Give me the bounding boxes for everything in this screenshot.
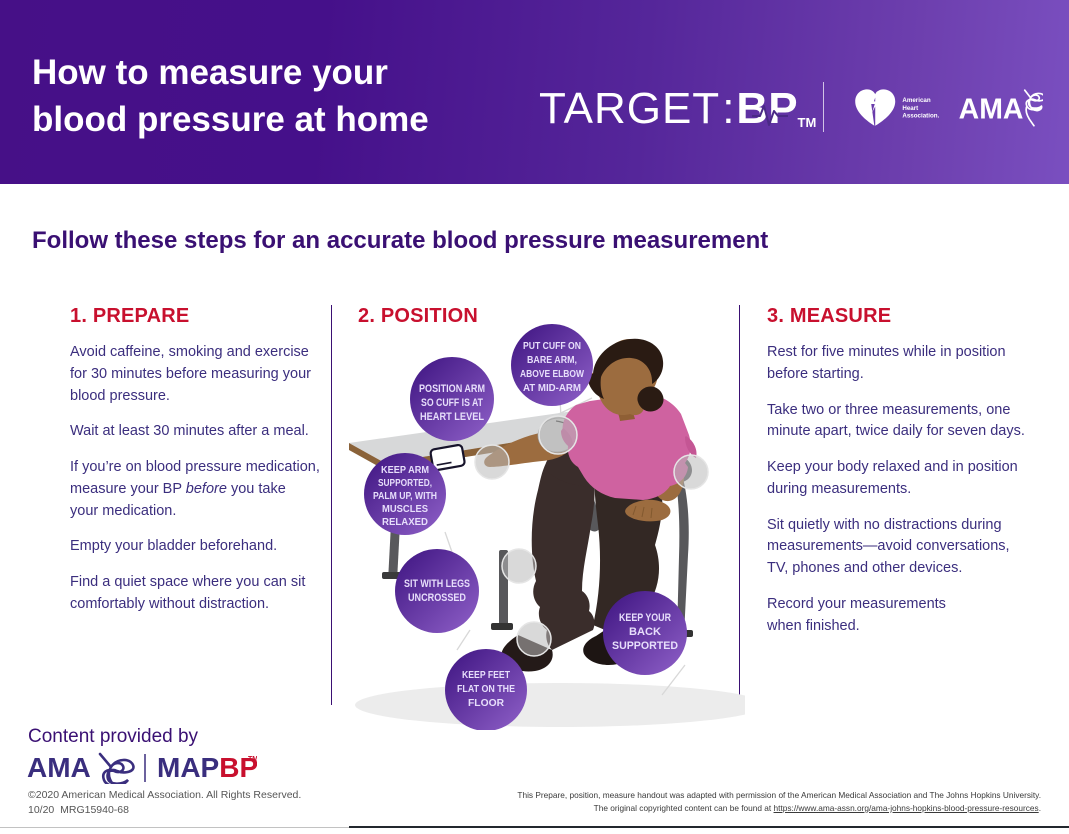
svg-text:KEEP ARM: KEEP ARM bbox=[381, 465, 429, 476]
svg-text:PALM UP, WITH: PALM UP, WITH bbox=[373, 491, 437, 502]
svg-text:TM: TM bbox=[248, 756, 257, 763]
svg-text:POSITION ARM: POSITION ARM bbox=[419, 383, 485, 395]
svg-text:AMA: AMA bbox=[27, 752, 91, 783]
svg-text:American: American bbox=[902, 97, 931, 104]
svg-text:UNCROSSED: UNCROSSED bbox=[408, 592, 466, 604]
svg-text:HEART LEVEL: HEART LEVEL bbox=[420, 411, 484, 423]
svg-text:KEEP FEET: KEEP FEET bbox=[462, 669, 510, 681]
svg-text:FLOOR: FLOOR bbox=[468, 697, 504, 709]
svg-text:MAPBP: MAPBP bbox=[157, 752, 257, 783]
svg-text:SO CUFF IS AT: SO CUFF IS AT bbox=[421, 397, 483, 409]
svg-text:FLAT ON THE: FLAT ON THE bbox=[457, 683, 515, 695]
svg-text:Association.: Association. bbox=[902, 112, 939, 119]
svg-text:SUPPORTED,: SUPPORTED, bbox=[378, 478, 432, 489]
svg-text:MUSCLES: MUSCLES bbox=[382, 504, 428, 515]
svg-text:RELAXED: RELAXED bbox=[382, 517, 428, 528]
svg-text:BACK: BACK bbox=[629, 626, 661, 638]
svg-text:ABOVE ELBOW: ABOVE ELBOW bbox=[520, 368, 584, 380]
svg-text:KEEP YOUR: KEEP YOUR bbox=[619, 612, 671, 624]
svg-text:BARE ARM,: BARE ARM, bbox=[527, 354, 577, 366]
svg-text:PUT CUFF ON: PUT CUFF ON bbox=[523, 340, 581, 352]
svg-text:SUPPORTED: SUPPORTED bbox=[612, 640, 678, 652]
svg-text:Heart: Heart bbox=[902, 105, 918, 112]
svg-text:AMA: AMA bbox=[959, 94, 1024, 126]
svg-text:SIT WITH LEGS: SIT WITH LEGS bbox=[404, 578, 470, 590]
svg-text:AT MID-ARM: AT MID-ARM bbox=[523, 382, 581, 394]
